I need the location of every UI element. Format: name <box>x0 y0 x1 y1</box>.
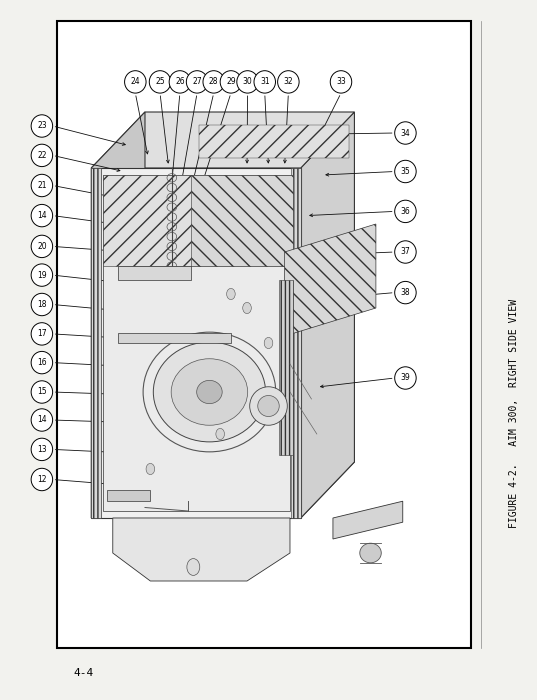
Ellipse shape <box>220 71 242 93</box>
Text: 34: 34 <box>401 129 410 137</box>
Polygon shape <box>103 175 290 511</box>
Text: 32: 32 <box>284 78 293 86</box>
Ellipse shape <box>154 342 266 442</box>
Ellipse shape <box>278 71 299 93</box>
Text: 39: 39 <box>401 374 410 382</box>
Text: 36: 36 <box>401 207 410 216</box>
Circle shape <box>264 337 273 349</box>
Ellipse shape <box>31 204 53 227</box>
Ellipse shape <box>31 115 53 137</box>
Text: 12: 12 <box>37 475 47 484</box>
Text: 25: 25 <box>155 78 165 86</box>
Ellipse shape <box>31 381 53 403</box>
Circle shape <box>243 302 251 314</box>
Polygon shape <box>333 501 403 539</box>
Text: 29: 29 <box>226 78 236 86</box>
Polygon shape <box>291 168 301 518</box>
Ellipse shape <box>250 386 287 425</box>
Text: 16: 16 <box>37 358 47 367</box>
Circle shape <box>187 559 200 575</box>
Text: 14: 14 <box>37 416 47 424</box>
Text: 14: 14 <box>37 211 47 220</box>
Ellipse shape <box>395 122 416 144</box>
Text: 27: 27 <box>192 78 202 86</box>
Polygon shape <box>103 175 290 266</box>
Ellipse shape <box>203 71 224 93</box>
Text: 22: 22 <box>37 151 47 160</box>
Ellipse shape <box>31 235 53 258</box>
Ellipse shape <box>31 323 53 345</box>
Ellipse shape <box>31 293 53 316</box>
Text: 21: 21 <box>37 181 47 190</box>
Ellipse shape <box>395 160 416 183</box>
Ellipse shape <box>360 543 381 563</box>
Ellipse shape <box>31 468 53 491</box>
Polygon shape <box>285 224 376 336</box>
Text: FIGURE 4-2.   AIM 300,  RIGHT SIDE VIEW: FIGURE 4-2. AIM 300, RIGHT SIDE VIEW <box>510 298 519 528</box>
Ellipse shape <box>31 144 53 167</box>
Polygon shape <box>91 112 354 168</box>
Text: 33: 33 <box>336 78 346 86</box>
Circle shape <box>227 288 235 300</box>
Ellipse shape <box>395 200 416 223</box>
Ellipse shape <box>258 395 279 416</box>
Text: 28: 28 <box>209 78 219 86</box>
Ellipse shape <box>31 409 53 431</box>
Text: 23: 23 <box>37 122 47 130</box>
Text: 24: 24 <box>130 78 140 86</box>
Ellipse shape <box>31 174 53 197</box>
Polygon shape <box>199 125 349 158</box>
Text: 13: 13 <box>37 445 47 454</box>
Text: 26: 26 <box>175 78 185 86</box>
Polygon shape <box>279 280 293 455</box>
Ellipse shape <box>171 358 248 425</box>
Text: 35: 35 <box>401 167 410 176</box>
Ellipse shape <box>125 71 146 93</box>
Polygon shape <box>301 112 354 518</box>
Ellipse shape <box>254 71 275 93</box>
Text: 20: 20 <box>37 242 47 251</box>
Bar <box>57 21 471 648</box>
Ellipse shape <box>395 367 416 389</box>
Text: 4-4: 4-4 <box>73 668 93 678</box>
Text: 19: 19 <box>37 271 47 279</box>
Ellipse shape <box>330 71 352 93</box>
Circle shape <box>146 463 155 475</box>
Circle shape <box>216 428 224 440</box>
Polygon shape <box>91 462 354 518</box>
Polygon shape <box>191 175 293 266</box>
Polygon shape <box>91 168 301 518</box>
Polygon shape <box>107 490 150 500</box>
Text: 37: 37 <box>401 248 410 256</box>
Ellipse shape <box>169 71 191 93</box>
Ellipse shape <box>395 241 416 263</box>
Ellipse shape <box>31 264 53 286</box>
Text: 30: 30 <box>243 78 252 86</box>
Polygon shape <box>113 518 290 581</box>
Text: 31: 31 <box>260 78 270 86</box>
Text: 15: 15 <box>37 388 47 396</box>
Ellipse shape <box>149 71 171 93</box>
Ellipse shape <box>395 281 416 304</box>
Polygon shape <box>91 112 145 518</box>
Polygon shape <box>118 266 191 280</box>
Ellipse shape <box>31 351 53 374</box>
Text: 18: 18 <box>37 300 47 309</box>
Polygon shape <box>118 332 231 343</box>
Ellipse shape <box>197 380 222 404</box>
Polygon shape <box>91 168 101 518</box>
Ellipse shape <box>237 71 258 93</box>
Text: 17: 17 <box>37 330 47 338</box>
Ellipse shape <box>186 71 208 93</box>
Text: 38: 38 <box>401 288 410 297</box>
Ellipse shape <box>31 438 53 461</box>
